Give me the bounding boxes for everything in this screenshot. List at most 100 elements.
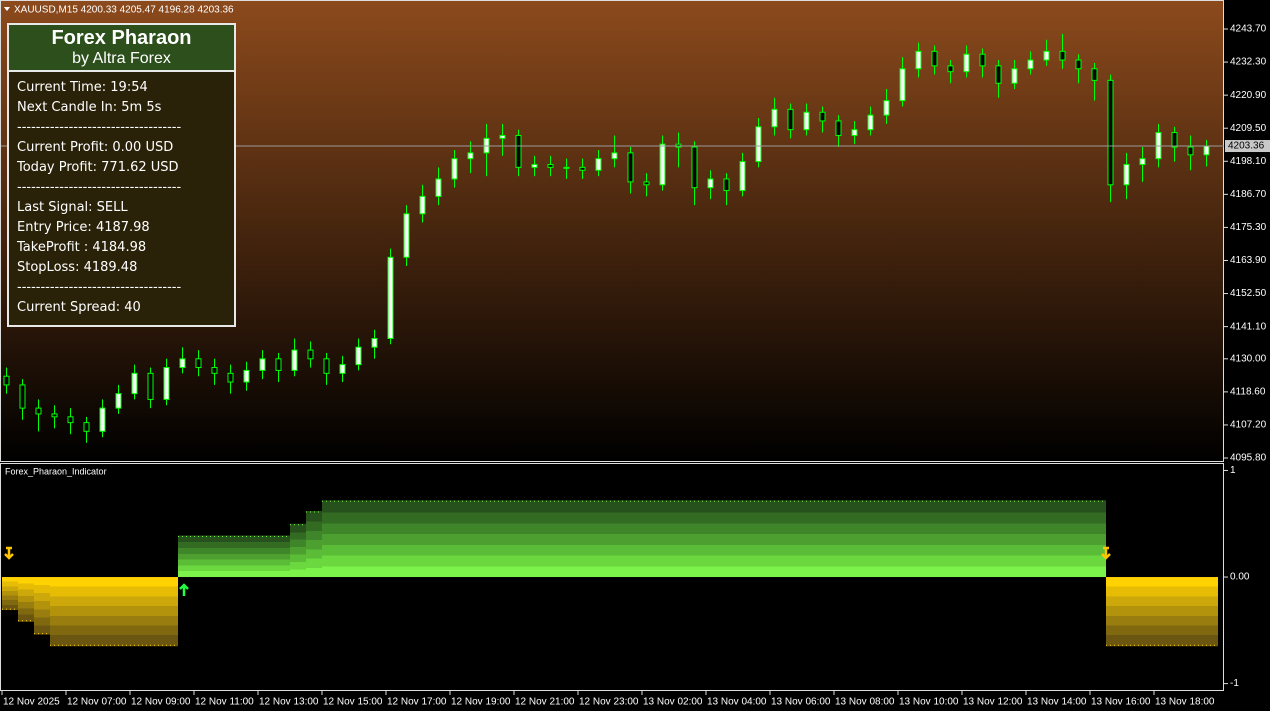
candle-body — [195, 358, 202, 369]
y-tick-label: 4243.70 — [1230, 24, 1267, 35]
candle-body — [1187, 146, 1194, 156]
y-tick-label: 4220.90 — [1230, 90, 1267, 101]
candle-body — [211, 367, 218, 374]
candle-body — [803, 111, 810, 131]
ribbon-bar — [66, 577, 82, 647]
ribbon-bar — [546, 500, 562, 578]
candle-body — [515, 134, 522, 168]
indicator-ribbon — [2, 500, 1218, 647]
ribbon-bar — [898, 500, 914, 578]
candle-body — [307, 349, 314, 360]
candle-body — [323, 358, 330, 374]
ribbon-bar — [1058, 500, 1074, 578]
candles — [3, 33, 1210, 443]
ribbon-bar — [130, 577, 146, 647]
candle-body — [755, 126, 762, 163]
info-panel: Forex Pharaon by Altra Forex Current Tim… — [7, 23, 236, 327]
ribbon-bar — [594, 500, 610, 578]
candle-body — [371, 338, 378, 348]
y-tick-label: 4152.50 — [1230, 288, 1267, 299]
ribbon-bar — [1186, 577, 1202, 647]
candle-body — [131, 372, 138, 395]
panel-line: ----------------------------------- — [17, 120, 182, 135]
ribbon-bar — [50, 577, 66, 647]
ribbon-bar — [418, 500, 434, 578]
candle-body — [915, 50, 922, 70]
ribbon-bar — [450, 500, 466, 578]
candle-body — [1011, 68, 1018, 84]
x-tick-label: 12 Nov 21:00 — [515, 697, 575, 708]
candle-body — [771, 108, 778, 128]
candle-body — [1043, 50, 1050, 61]
menu-triangle[interactable] — [4, 7, 10, 11]
ribbon-bar — [162, 577, 178, 647]
symbol-header: XAUUSD,M15 4200.33 4205.47 4196.28 4203.… — [14, 5, 234, 16]
ribbon-bar — [306, 510, 322, 578]
ribbon-bar — [466, 500, 482, 578]
ribbon-bar — [578, 500, 594, 578]
candle-body — [35, 407, 42, 415]
x-tick-label: 12 Nov 17:00 — [387, 697, 447, 708]
y-tick-label: 4175.30 — [1230, 222, 1267, 233]
ribbon-bar — [322, 500, 338, 578]
ribbon-bar — [1010, 500, 1026, 578]
ribbon-bar — [178, 535, 194, 578]
buy-arrow — [179, 583, 189, 596]
panel-line: StopLoss: 4189.48 — [17, 260, 138, 275]
ribbon-bar — [226, 535, 242, 578]
panel-line: ----------------------------------- — [17, 280, 182, 295]
ribbon-bar — [642, 500, 658, 578]
candle-body — [979, 53, 986, 67]
ribbon-bar — [994, 500, 1010, 578]
candle-body — [403, 213, 410, 258]
ribbon-bar — [1106, 577, 1122, 647]
candle-body — [147, 372, 154, 400]
panel-line: Today Profit: 771.62 USD — [17, 160, 179, 175]
candle-body — [99, 407, 106, 432]
bid-label: 4203.36 — [1228, 141, 1265, 152]
panel-title: Forex Pharaon — [51, 27, 192, 49]
candle-body — [387, 256, 394, 340]
candle-body — [83, 422, 90, 432]
candle-body — [867, 114, 874, 131]
candle-body — [659, 143, 666, 186]
candle-body — [339, 364, 346, 374]
candle-body — [1059, 50, 1066, 61]
candle-body — [163, 367, 170, 400]
candle-body — [3, 375, 10, 386]
y-tick-label: 1 — [1230, 465, 1236, 476]
candle-body — [579, 166, 586, 171]
ribbon-bar — [370, 500, 386, 578]
candle-body — [787, 108, 794, 131]
x-tick-label: 13 Nov 18:00 — [1155, 697, 1215, 708]
y-tick-label: 4209.50 — [1230, 123, 1267, 134]
ribbon-bar — [114, 577, 130, 647]
y-tick-label: 0.00 — [1230, 572, 1250, 583]
ribbon-bar — [242, 535, 258, 578]
candle-body — [707, 178, 714, 189]
panel-line: TakeProfit : 4184.98 — [17, 240, 147, 255]
indicator-title: Forex_Pharaon_Indicator — [5, 466, 107, 476]
ribbon-bar — [850, 500, 866, 578]
ribbon-bar — [754, 500, 770, 578]
candle-body — [883, 100, 890, 116]
ribbon-bar — [34, 577, 50, 635]
candle-body — [547, 163, 554, 168]
x-tick-label: 13 Nov 04:00 — [707, 697, 767, 708]
ribbon-bar — [802, 500, 818, 578]
candle-body — [51, 413, 58, 418]
candle-body — [451, 158, 458, 180]
candle-body — [1139, 158, 1146, 165]
x-tick-label: 12 Nov 15:00 — [323, 697, 383, 708]
candle-body — [595, 158, 602, 171]
candle-body — [1123, 163, 1130, 186]
candle-body — [179, 358, 186, 369]
candle-body — [291, 349, 298, 371]
ribbon-bar — [146, 577, 162, 647]
candle-body — [643, 181, 650, 186]
candle-body — [275, 358, 282, 371]
y-tick-label: -1 — [1230, 678, 1239, 689]
ribbon-bar — [562, 500, 578, 578]
